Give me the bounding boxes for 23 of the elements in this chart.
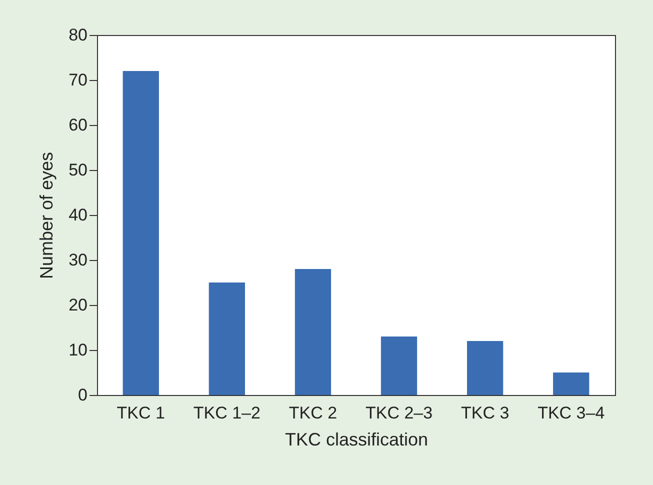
bar [380,336,418,395]
bar [467,341,504,395]
y-tick-label: 20 [68,296,88,314]
x-tick-label: TKC 2–3 [365,404,433,422]
y-tick-label: 10 [68,340,88,360]
x-tick-label: TKC 3–4 [538,404,605,422]
y-tick-label: 70 [68,70,88,90]
y-tick-label: 40 [68,206,88,224]
y-tick-label: 60 [68,116,88,134]
y-tick-label: 80 [68,26,88,44]
x-tick-label: TKC 1 [116,404,165,422]
bar [294,269,332,395]
y-tick-label: 30 [68,250,88,270]
x-axis-title: TKC classification [284,430,428,450]
y-tick-label: 0 [78,386,88,404]
bar [208,282,245,395]
y-axis-title: Number of eyes [36,152,57,280]
y-tick-label: 50 [68,160,88,180]
x-tick-label: TKC 1–2 [193,404,260,422]
bar [122,71,159,395]
x-tick-label: TKC 3 [460,404,510,422]
bar [553,372,590,395]
x-tick-label: TKC 2 [288,404,338,422]
